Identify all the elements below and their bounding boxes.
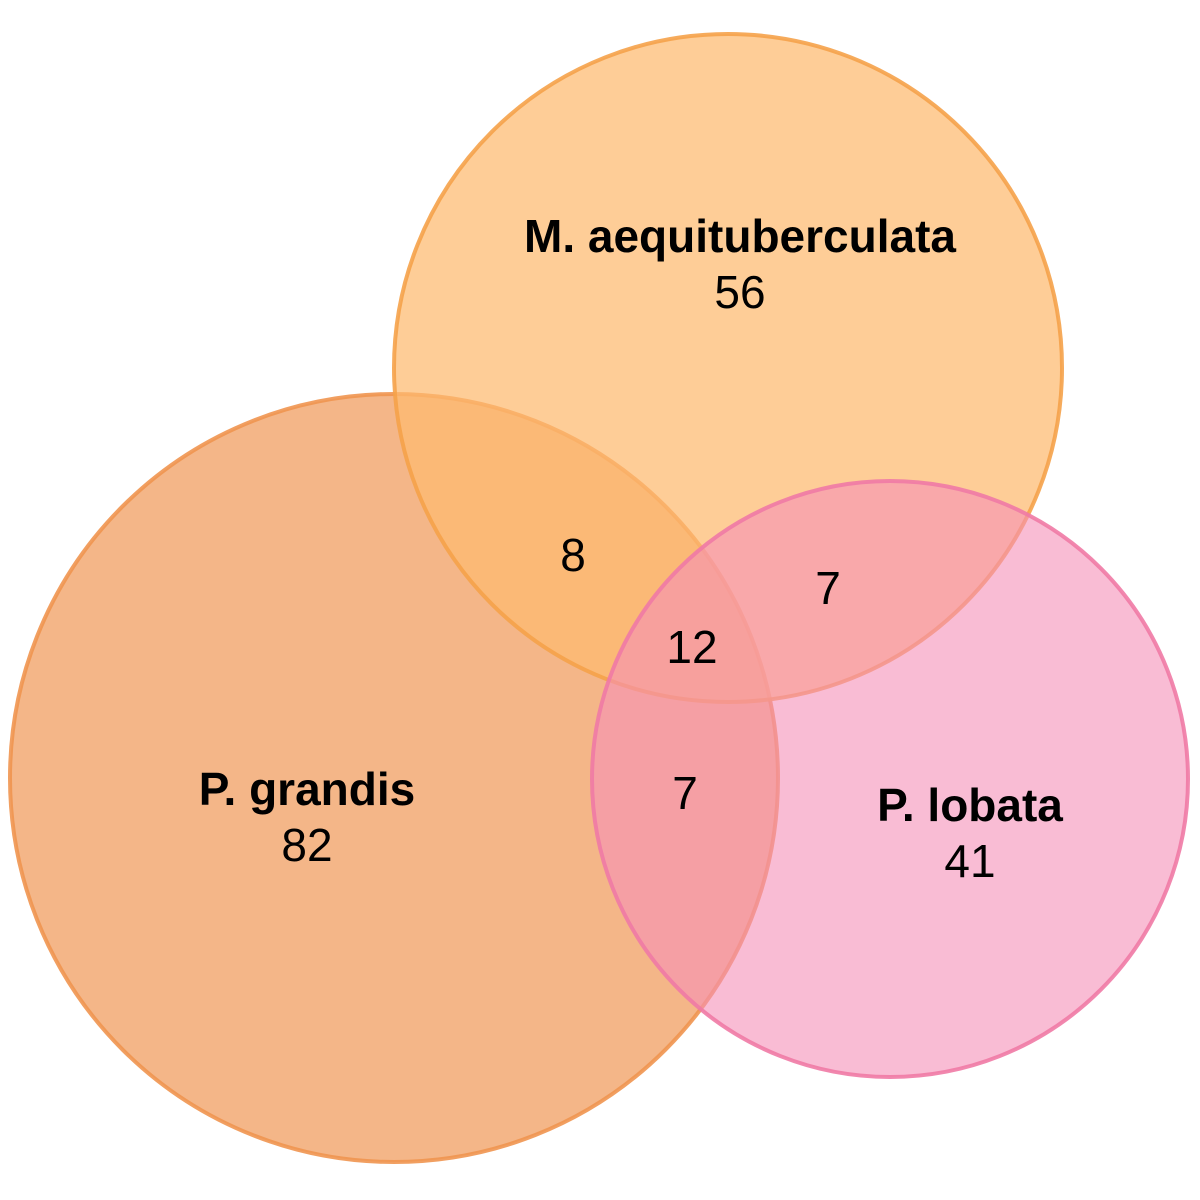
label-p-lobata: P. lobata	[877, 779, 1063, 831]
circle-p-lobata	[590, 479, 1190, 1079]
count-m-aequituberculata: 56	[714, 266, 765, 318]
count-pg-and-pl: 7	[672, 767, 698, 819]
count-p-lobata: 41	[944, 835, 995, 887]
count-all-three: 12	[666, 621, 717, 673]
count-m-and-pg: 8	[560, 529, 586, 581]
label-p-grandis: P. grandis	[199, 763, 415, 815]
label-m-aequituberculata: M. aequituberculata	[524, 210, 956, 262]
count-p-grandis: 82	[281, 819, 332, 871]
count-m-and-pl: 7	[815, 562, 841, 614]
